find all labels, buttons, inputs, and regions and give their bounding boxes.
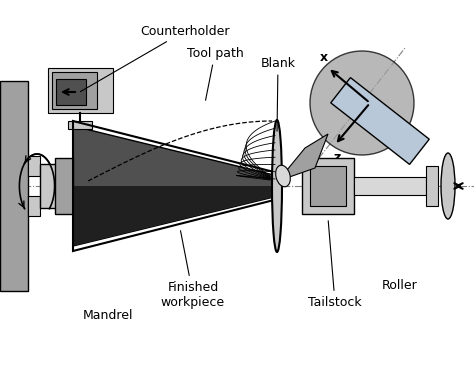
Polygon shape (73, 126, 278, 246)
Ellipse shape (441, 153, 455, 219)
Polygon shape (278, 134, 328, 181)
Bar (426, 166, 438, 206)
Bar (310, 166, 346, 206)
Text: Counterholder: Counterholder (81, 24, 230, 92)
Polygon shape (331, 78, 429, 164)
Bar (0, 81, 28, 291)
Text: z: z (333, 151, 340, 164)
Bar (52, 72, 97, 109)
Text: x: x (320, 51, 328, 64)
Text: Tailstock: Tailstock (308, 221, 362, 309)
Bar (302, 158, 354, 214)
Bar (28, 156, 40, 176)
Text: Roller: Roller (382, 279, 418, 292)
Bar (40, 164, 75, 208)
Text: Blank: Blank (261, 56, 295, 131)
Text: Mandrel: Mandrel (83, 309, 133, 322)
Text: Finished
workpiece: Finished workpiece (161, 231, 225, 309)
Text: Tool path: Tool path (187, 46, 243, 100)
Polygon shape (73, 186, 278, 246)
Bar (48, 68, 113, 113)
Bar (56, 79, 86, 105)
Bar (68, 121, 92, 129)
Ellipse shape (272, 120, 282, 252)
Ellipse shape (310, 51, 414, 155)
Bar (28, 196, 40, 216)
Bar (55, 158, 73, 214)
Bar (354, 177, 426, 195)
Ellipse shape (276, 165, 291, 187)
